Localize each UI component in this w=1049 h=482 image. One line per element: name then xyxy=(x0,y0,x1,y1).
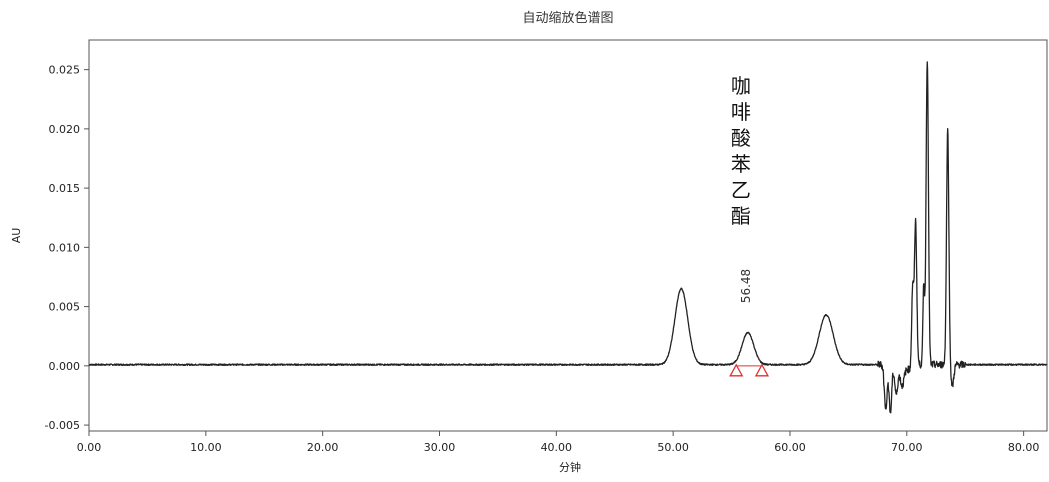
integration-marker xyxy=(729,363,744,377)
x-tick-label: 0.00 xyxy=(77,441,102,454)
y-tick-label: 0.005 xyxy=(49,301,81,314)
y-tick-label: 0.020 xyxy=(49,123,81,136)
x-tick-label: 30.00 xyxy=(424,441,456,454)
x-tick-label: 50.00 xyxy=(657,441,689,454)
y-tick-label: 0.025 xyxy=(49,64,81,77)
y-tick-label: 0.010 xyxy=(49,241,81,254)
x-axis: 0.00 10.00 20.00 30.00 40.00 50.00 60.00 70.00 8… xyxy=(77,431,1040,454)
integration-marker xyxy=(754,363,770,377)
peak-retention-time: 56.48 xyxy=(739,269,753,303)
y-tick-label: 0.000 xyxy=(49,360,81,373)
plot-frame xyxy=(88,39,1048,432)
chromatogram-trace xyxy=(88,61,1048,414)
x-tick-label: 80.00 xyxy=(1008,441,1040,454)
y-tick-label: 0.015 xyxy=(49,182,81,195)
peak-label: 咖啡酸苯乙酯 xyxy=(731,74,751,228)
y-tick-label: -0.005 xyxy=(45,419,80,432)
x-tick-label: 60.00 xyxy=(774,441,806,454)
y-axis: -0.005 0.000 0.005 0.010 0.015 0.020 0.025 xyxy=(45,64,89,432)
x-tick-label: 20.00 xyxy=(307,441,339,454)
peak-annotations: 咖啡酸苯乙酯 56.48 xyxy=(731,74,753,303)
integration-markers xyxy=(729,363,770,377)
x-tick-label: 10.00 xyxy=(190,441,222,454)
y-axis-title: AU xyxy=(10,228,23,244)
x-tick-label: 70.00 xyxy=(891,441,923,454)
x-tick-label: 40.00 xyxy=(541,441,573,454)
x-axis-title: 分钟 xyxy=(559,460,581,474)
chart-title: 自动缩放色谱图 xyxy=(522,10,613,26)
